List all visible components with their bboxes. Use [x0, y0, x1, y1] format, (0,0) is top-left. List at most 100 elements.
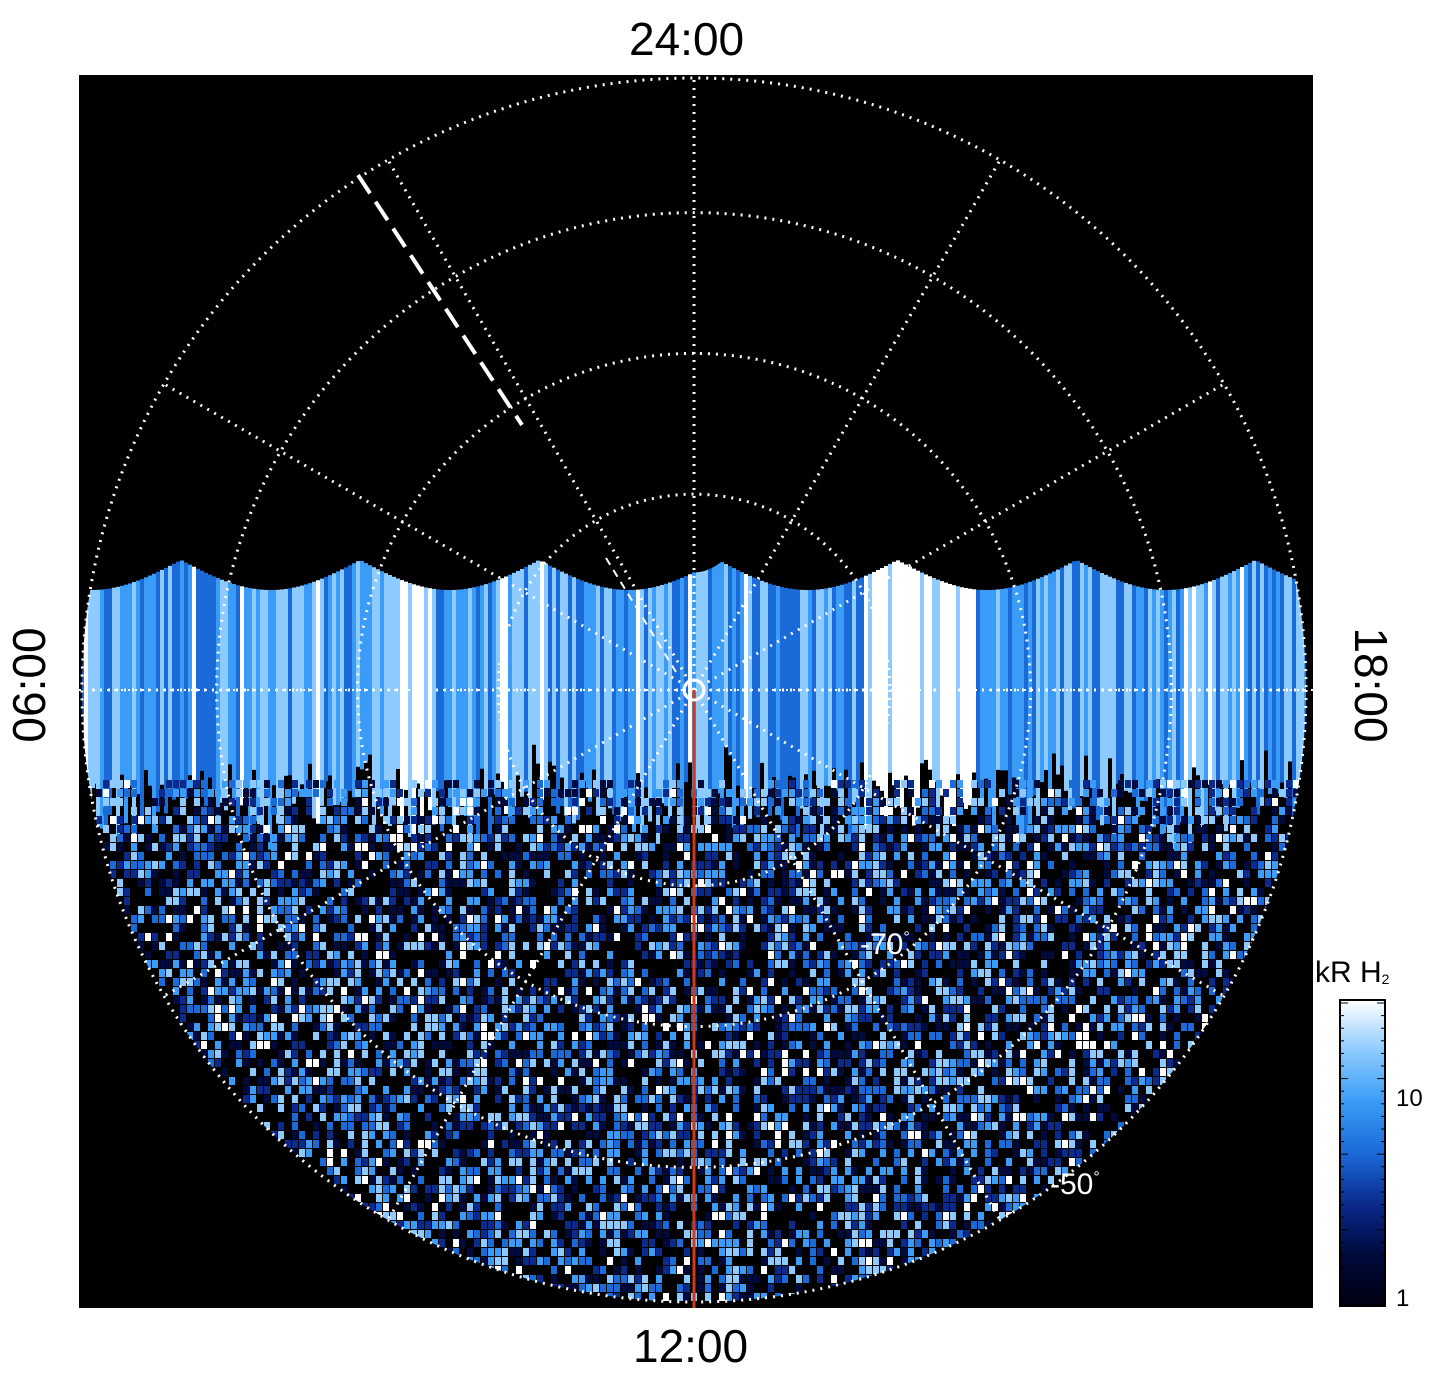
emission-pixel: [327, 915, 333, 923]
emission-pixel: [817, 816, 823, 824]
emission-pixel: [1069, 969, 1075, 977]
emission-pixel: [467, 915, 473, 923]
emission-pixel: [908, 1095, 914, 1103]
emission-pixel: [1020, 1068, 1026, 1076]
emission-pixel: [747, 1023, 753, 1031]
emission-pixel: [1223, 861, 1229, 869]
emission-pixel: [222, 978, 228, 986]
emission-pixel: [775, 1050, 781, 1058]
emission-pixel: [516, 843, 522, 851]
emission-pixel: [922, 1167, 928, 1175]
emission-pixel: [950, 1005, 956, 1013]
emission-pixel: [908, 1032, 914, 1040]
emission-pixel: [278, 978, 284, 986]
emission-pixel: [257, 942, 263, 950]
emission-pixel: [495, 1158, 501, 1166]
emission-pixel: [383, 1113, 389, 1121]
emission-pixel: [341, 816, 347, 824]
emission-pixel: [460, 852, 466, 860]
emission-streak: [620, 589, 624, 821]
emission-pixel: [803, 951, 809, 959]
emission-pixel: [411, 1059, 417, 1067]
emission-pixel: [1062, 942, 1068, 950]
emission-pixel: [964, 861, 970, 869]
emission-pixel: [859, 843, 865, 851]
emission-streak: [1140, 587, 1144, 801]
emission-pixel: [558, 1212, 564, 1220]
emission-pixel: [264, 1068, 270, 1076]
emission-pixel: [957, 825, 963, 833]
emission-pixel: [1055, 1149, 1061, 1157]
emission-pixel: [1006, 1131, 1012, 1139]
emission-pixel: [264, 861, 270, 869]
emission-pixel: [677, 1221, 683, 1229]
emission-pixel: [502, 897, 508, 905]
emission-pixel: [635, 1050, 641, 1058]
emission-pixel: [1118, 1122, 1124, 1130]
emission-streak: [748, 575, 752, 819]
emission-pixel: [607, 825, 613, 833]
emission-pixel: [663, 1149, 669, 1157]
emission-pixel: [607, 987, 613, 995]
emission-pixel: [348, 1032, 354, 1040]
emission-pixel: [376, 906, 382, 914]
emission-pixel: [1006, 1104, 1012, 1112]
emission-pixel: [537, 798, 543, 806]
emission-pixel: [257, 924, 263, 932]
emission-pixel: [859, 969, 865, 977]
emission-pixel: [964, 1059, 970, 1067]
emission-pixel: [369, 834, 375, 842]
emission-pixel: [1216, 960, 1222, 968]
emission-pixel: [446, 1185, 452, 1193]
emission-pixel: [915, 825, 921, 833]
emission-pixel: [432, 1041, 438, 1049]
emission-pixel: [397, 1167, 403, 1175]
emission-pixel: [369, 924, 375, 932]
emission-pixel: [166, 951, 172, 959]
emission-pixel: [831, 906, 837, 914]
emission-pixel: [187, 996, 193, 1004]
emission-pixel: [915, 1185, 921, 1193]
emission-pixel: [782, 1086, 788, 1094]
emission-pixel: [495, 1176, 501, 1184]
emission-pixel: [229, 1032, 235, 1040]
emission-pixel: [782, 1014, 788, 1022]
emission-pixel: [565, 807, 571, 815]
emission-pixel: [908, 1077, 914, 1085]
emission-pixel: [670, 1185, 676, 1193]
emission-pixel: [866, 1221, 872, 1229]
emission-pixel: [488, 897, 494, 905]
emission-pixel: [908, 933, 914, 941]
emission-streak: [648, 587, 652, 822]
emission-pixel: [733, 1203, 739, 1211]
emission-pixel: [446, 888, 452, 896]
emission-pixel: [789, 1014, 795, 1022]
emission-pixel: [544, 780, 550, 788]
emission-pixel: [915, 1086, 921, 1094]
emission-pixel: [985, 1221, 991, 1229]
emission-pixel: [698, 888, 704, 896]
emission-pixel: [593, 1050, 599, 1058]
emission-pixel: [950, 1014, 956, 1022]
emission-pixel: [411, 1203, 417, 1211]
emission-pixel: [222, 825, 228, 833]
emission-pixel: [1034, 996, 1040, 1004]
emission-pixel: [621, 1014, 627, 1022]
emission-pixel: [1083, 978, 1089, 986]
emission-pixel: [698, 780, 704, 788]
emission-pixel: [208, 1032, 214, 1040]
emission-pixel: [551, 843, 557, 851]
emission-pixel: [264, 825, 270, 833]
emission-pixel: [789, 870, 795, 878]
emission-streak: [880, 567, 884, 791]
emission-pixel: [1006, 879, 1012, 887]
emission-pixel: [922, 798, 928, 806]
emission-pixel: [1013, 1113, 1019, 1121]
emission-pixel: [957, 789, 963, 797]
emission-pixel: [740, 816, 746, 824]
emission-pixel: [208, 834, 214, 842]
emission-pixel: [894, 915, 900, 923]
emission-pixel: [985, 942, 991, 950]
emission-pixel: [551, 789, 557, 797]
